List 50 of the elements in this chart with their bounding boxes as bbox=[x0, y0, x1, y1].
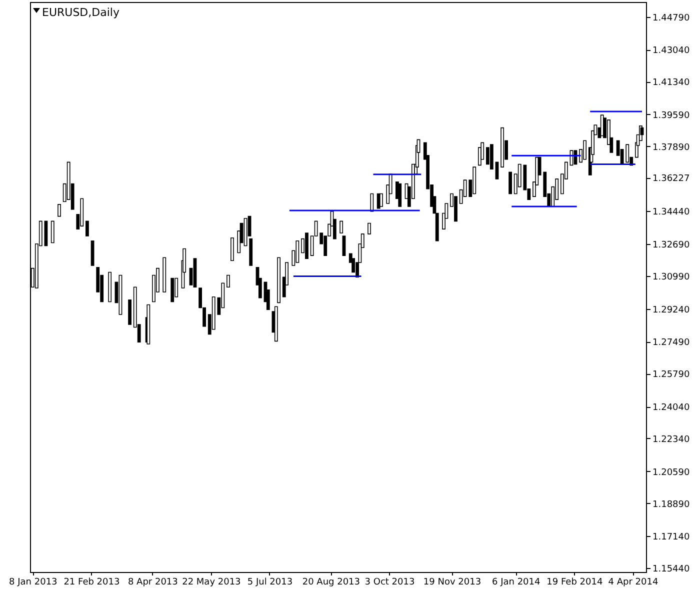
y-tick-label: 1.44790 bbox=[652, 13, 690, 24]
y-tick-label: 1.37890 bbox=[652, 142, 690, 153]
candlestick bbox=[495, 162, 499, 180]
candlestick bbox=[340, 220, 344, 234]
y-tick-label: 1.27490 bbox=[652, 338, 690, 348]
y-tick-label: 1.34440 bbox=[652, 208, 690, 218]
x-tick-label: 20 Aug 2013 bbox=[302, 578, 360, 588]
candlestick bbox=[600, 114, 604, 136]
y-tick-label: 1.18890 bbox=[652, 500, 690, 510]
y-tick-label: 1.17140 bbox=[652, 532, 690, 543]
candlestick bbox=[342, 236, 346, 256]
candlestick bbox=[50, 220, 54, 244]
x-tick-label: 22 May 2013 bbox=[182, 578, 241, 588]
chart-title: EURUSD,Daily bbox=[42, 6, 120, 19]
x-tick-label: 3 Oct 2013 bbox=[364, 578, 415, 588]
y-tick-label: 1.25790 bbox=[652, 370, 690, 380]
candlestick bbox=[380, 193, 383, 207]
y-tick-label: 1.29240 bbox=[652, 305, 690, 316]
x-tick-label: 4 Apr 2014 bbox=[608, 578, 658, 588]
candlestick bbox=[508, 172, 512, 194]
candlestick bbox=[296, 240, 300, 263]
y-tick-label: 1.24040 bbox=[652, 403, 690, 414]
y-tick-label: 1.43040 bbox=[652, 46, 690, 56]
candlestick bbox=[170, 278, 174, 302]
candlestick bbox=[570, 150, 574, 166]
y-tick-label: 1.22340 bbox=[652, 434, 690, 445]
candlestick bbox=[574, 150, 578, 165]
x-tick-label: 19 Feb 2014 bbox=[546, 578, 603, 588]
y-tick-label: 1.20590 bbox=[652, 468, 690, 478]
x-tick-label: 6 Jan 2014 bbox=[492, 578, 540, 588]
x-tick-label: 8 Apr 2013 bbox=[128, 578, 178, 588]
x-tick-label: 21 Feb 2013 bbox=[64, 578, 120, 588]
candlestick bbox=[226, 274, 230, 288]
y-tick-label: 1.30990 bbox=[652, 272, 690, 283]
candlestick bbox=[58, 204, 61, 217]
candlestick bbox=[583, 140, 586, 160]
y-tick-label: 1.32690 bbox=[652, 240, 690, 251]
y-tick-label: 1.15440 bbox=[652, 564, 690, 575]
candlestick bbox=[230, 237, 234, 262]
y-tick-label: 1.41340 bbox=[652, 78, 690, 88]
candlestick bbox=[398, 183, 402, 207]
candlestick bbox=[368, 222, 371, 234]
x-tick-label: 5 Jul 2013 bbox=[247, 578, 293, 588]
candlestick bbox=[86, 220, 89, 236]
x-tick-label: 8 Jan 2013 bbox=[9, 578, 58, 588]
candlestick bbox=[370, 193, 374, 212]
y-tick-label: 1.36227 bbox=[652, 174, 690, 184]
x-tick-label: 19 Nov 2013 bbox=[423, 578, 482, 588]
candlestick bbox=[376, 193, 380, 209]
y-tick-label: 1.39590 bbox=[652, 111, 690, 121]
